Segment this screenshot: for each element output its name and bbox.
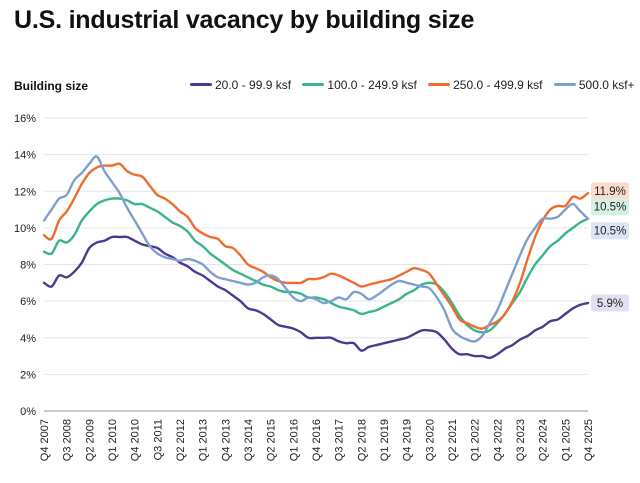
legend-label: 100.0 - 249.9 ksf <box>327 78 417 92</box>
legend-label: 250.0 - 499.9 ksf <box>453 78 543 92</box>
end-label-box <box>591 198 629 216</box>
y-tick-label: 0% <box>20 406 36 418</box>
x-tick-label: Q2 2018 <box>356 419 368 461</box>
chart-title: U.S. industrial vacancy by building size <box>14 6 475 34</box>
y-tick-label: 2% <box>20 369 36 381</box>
x-tick-label: Q4 2022 <box>492 419 504 461</box>
end-label: 10.5% <box>594 226 627 238</box>
x-tick-label: Q4 2025 <box>583 419 595 461</box>
x-tick-label: Q3 2008 <box>62 419 74 461</box>
legend-item-250-499: 250.0 - 499.9 ksf <box>428 78 543 92</box>
y-tick-label: 14% <box>14 150 36 162</box>
legend-label: 20.0 - 99.9 ksf <box>215 78 292 92</box>
legend-swatch <box>553 83 576 87</box>
series-line-100-249 <box>42 197 590 334</box>
legend-item-20-99: 20.0 - 99.9 ksf <box>190 78 291 92</box>
y-tick-label: 4% <box>20 333 36 345</box>
legend: 20.0 - 99.9 ksf 100.0 - 249.9 ksf 250.0 … <box>190 78 640 92</box>
x-tick-label: Q2 2024 <box>538 419 550 461</box>
legend-title: Building size <box>14 79 89 93</box>
end-label: 5.9% <box>597 298 623 310</box>
end-label-box <box>591 182 629 200</box>
x-tick-label: Q4 2013 <box>220 419 232 461</box>
x-tick-label: Q2 2021 <box>447 419 459 461</box>
x-tick-label: Q2 2015 <box>266 419 278 461</box>
x-tick-label: Q1 2013 <box>198 419 210 461</box>
x-tick-label: Q3 2020 <box>424 419 436 461</box>
x-tick-label: Q1 2016 <box>288 419 300 461</box>
series-line-500-plus <box>42 155 590 343</box>
y-tick-label: 6% <box>20 296 36 308</box>
y-tick-label: 16% <box>14 113 36 125</box>
legend-label: 500.0 ksf+ <box>578 78 635 92</box>
legend-item-500-plus: 500.0 ksf+ <box>553 78 635 92</box>
x-tick-label: Q1 2025 <box>560 419 572 461</box>
legend-swatch <box>190 83 212 87</box>
x-tick-label: Q1 2022 <box>470 419 482 461</box>
legend-item-100-249: 100.0 - 249.9 ksf <box>302 78 417 92</box>
x-tick-label: Q2 2012 <box>175 419 187 461</box>
legend-swatch <box>302 83 325 87</box>
x-tick-label: Q3 2017 <box>334 419 346 461</box>
series-line-250-499 <box>42 162 590 330</box>
end-label-box <box>591 294 629 312</box>
x-tick-label: Q4 2010 <box>130 419 142 461</box>
x-tick-label: Q4 2007 <box>39 419 51 461</box>
legend-swatch <box>428 83 451 87</box>
y-tick-label: 8% <box>20 260 36 272</box>
x-tick-label: Q3 2023 <box>515 419 527 461</box>
end-label: 10.5% <box>594 202 627 214</box>
x-tick-label: Q4 2016 <box>311 419 323 461</box>
end-label-box <box>591 222 629 240</box>
x-tick-label: Q2 2009 <box>84 419 96 461</box>
y-tick-label: 10% <box>14 223 36 235</box>
x-tick-label: Q4 2019 <box>402 419 414 461</box>
y-tick-label: 12% <box>14 186 36 198</box>
end-label: 11.9% <box>594 186 626 198</box>
x-tick-label: Q1 2019 <box>379 419 391 461</box>
series-line-20-99 <box>42 235 590 360</box>
x-tick-label: Q1 2010 <box>107 419 119 461</box>
x-tick-label: Q3 2011 <box>152 419 164 460</box>
x-tick-label: Q3 2014 <box>243 419 255 461</box>
